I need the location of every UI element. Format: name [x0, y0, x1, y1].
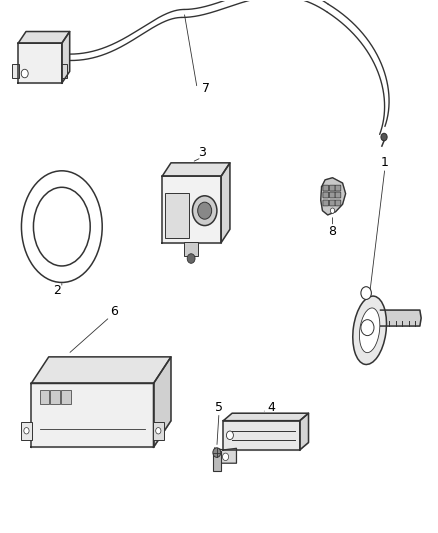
FancyBboxPatch shape	[61, 390, 71, 404]
FancyBboxPatch shape	[323, 192, 328, 198]
FancyBboxPatch shape	[152, 422, 163, 440]
Text: 1: 1	[381, 156, 389, 169]
Polygon shape	[223, 442, 308, 450]
FancyBboxPatch shape	[335, 200, 341, 206]
FancyBboxPatch shape	[39, 390, 49, 404]
Circle shape	[330, 208, 335, 213]
Text: 8: 8	[328, 225, 336, 238]
FancyBboxPatch shape	[323, 200, 328, 206]
Polygon shape	[62, 31, 70, 83]
Circle shape	[361, 320, 374, 336]
FancyBboxPatch shape	[50, 390, 60, 404]
Circle shape	[187, 254, 195, 263]
FancyBboxPatch shape	[335, 185, 341, 191]
Text: 2: 2	[53, 284, 61, 297]
Circle shape	[192, 196, 217, 225]
Text: 7: 7	[202, 82, 210, 95]
FancyBboxPatch shape	[323, 185, 328, 191]
Ellipse shape	[353, 296, 386, 365]
Polygon shape	[221, 163, 230, 243]
Polygon shape	[223, 421, 300, 450]
Polygon shape	[31, 383, 153, 447]
FancyBboxPatch shape	[61, 64, 67, 78]
Polygon shape	[18, 43, 62, 83]
Circle shape	[155, 427, 161, 434]
FancyBboxPatch shape	[21, 422, 32, 440]
FancyBboxPatch shape	[329, 185, 335, 191]
Text: 5: 5	[215, 401, 223, 414]
FancyBboxPatch shape	[165, 193, 189, 238]
Polygon shape	[215, 448, 237, 463]
FancyBboxPatch shape	[335, 192, 341, 198]
Polygon shape	[162, 176, 221, 243]
Circle shape	[24, 427, 29, 434]
Polygon shape	[321, 177, 346, 215]
Polygon shape	[300, 413, 308, 450]
FancyBboxPatch shape	[12, 64, 19, 78]
Polygon shape	[153, 357, 171, 447]
Circle shape	[21, 69, 28, 78]
Text: 6: 6	[110, 305, 118, 318]
Polygon shape	[162, 163, 230, 176]
Circle shape	[198, 202, 212, 219]
Circle shape	[361, 287, 371, 300]
Polygon shape	[18, 31, 70, 43]
Polygon shape	[31, 421, 171, 447]
Circle shape	[381, 133, 387, 141]
Circle shape	[213, 448, 221, 457]
Ellipse shape	[360, 308, 380, 353]
Circle shape	[223, 453, 229, 461]
Circle shape	[226, 431, 233, 440]
Polygon shape	[381, 310, 421, 326]
Ellipse shape	[21, 171, 102, 282]
Polygon shape	[31, 357, 171, 383]
FancyBboxPatch shape	[184, 241, 198, 256]
FancyBboxPatch shape	[213, 451, 221, 471]
FancyBboxPatch shape	[329, 192, 335, 198]
Polygon shape	[223, 413, 308, 421]
Ellipse shape	[33, 187, 90, 266]
Text: 4: 4	[268, 401, 276, 414]
FancyBboxPatch shape	[329, 200, 335, 206]
Text: 3: 3	[198, 146, 205, 159]
